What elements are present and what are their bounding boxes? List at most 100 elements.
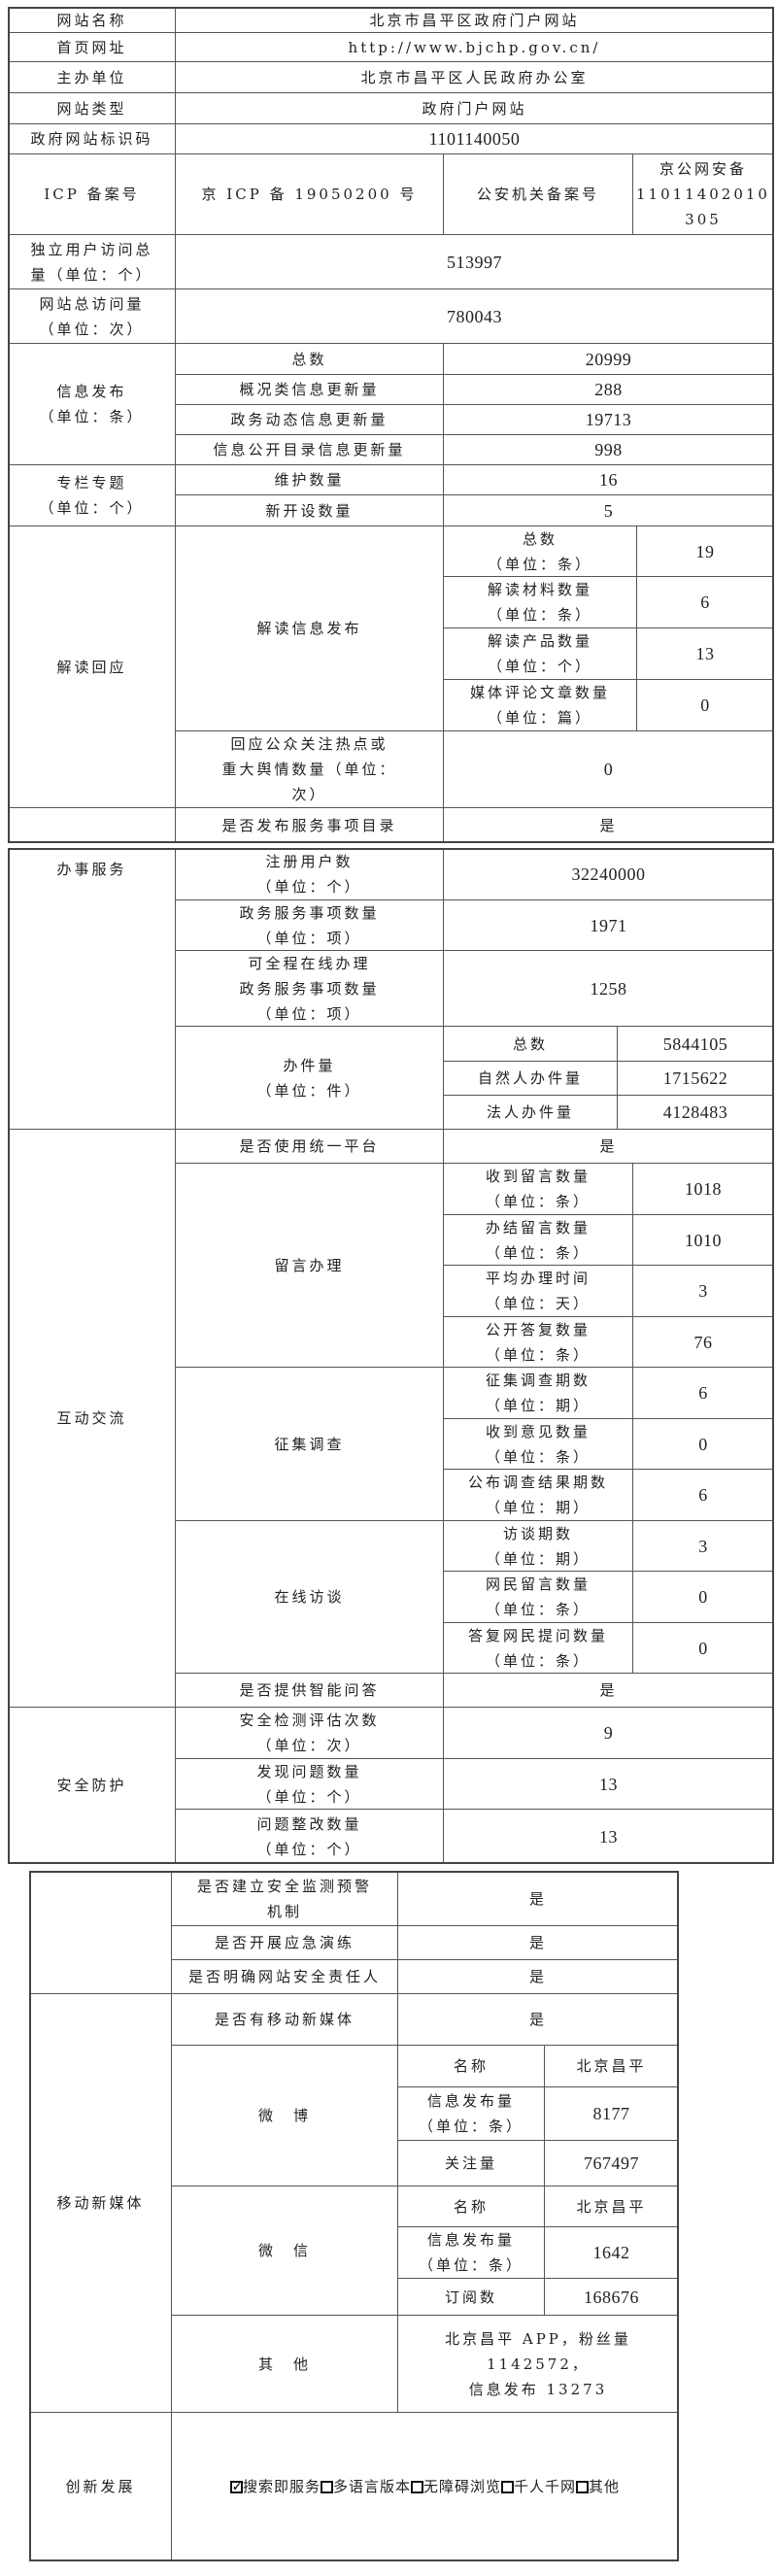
services-row-label: 注册用户数 （单位：个） <box>175 848 444 900</box>
interpretation-publish-label: 解读信息发布 <box>175 525 444 731</box>
services-row-label: 政务服务事项数量 （单位：项） <box>175 899 444 951</box>
messages-row-value: 76 <box>632 1316 774 1368</box>
cases-row-value: 4128483 <box>617 1095 774 1130</box>
innovation-option-label: 其他 <box>589 2478 621 2495</box>
columns-row-label: 新开设数量 <box>175 494 444 526</box>
messages-row-label: 办结留言数量 （单位：条） <box>443 1214 633 1266</box>
cases-row-label: 自然人办件量 <box>443 1061 618 1096</box>
security-row-value: 13 <box>443 1809 774 1864</box>
row-label-homepage: 首页网址 <box>8 32 176 62</box>
info-publish-row-value: 998 <box>443 434 774 465</box>
security-extra-value: 是 <box>397 1925 679 1960</box>
service-catalog-value: 是 <box>443 807 774 843</box>
interviews-row-label: 网民留言数量 （单位：条） <box>443 1571 633 1623</box>
surveys-row-value: 0 <box>632 1418 774 1470</box>
other-media-label: 其 他 <box>171 2315 398 2413</box>
security-extra-label: 是否建立安全监测预警 机制 <box>171 1871 398 1926</box>
info-publish-label: 信息发布 （单位：条） <box>8 343 176 465</box>
security-label: 安全防护 <box>8 1707 176 1864</box>
weibo-row-value: 8177 <box>544 2086 679 2141</box>
messages-row-label: 收到留言数量 （单位：条） <box>443 1163 633 1215</box>
surveys-row-label: 收到意见数量 （单位：条） <box>443 1418 633 1470</box>
interpretation-row-label: 解读产品数量 （单位：个） <box>443 627 637 680</box>
wechat-row-value: 1642 <box>544 2226 679 2279</box>
unified-platform-label: 是否使用统一平台 <box>175 1129 444 1164</box>
interpretation-row-label: 媒体评论文章数量 （单位：篇） <box>443 679 637 731</box>
security-extra-label: 是否开展应急演练 <box>171 1925 398 1960</box>
security-row-value: 9 <box>443 1707 774 1759</box>
row-label-site_type: 网站类型 <box>8 92 176 124</box>
wechat-row-label: 信息发布量 （单位：条） <box>397 2226 545 2279</box>
security-extra-label: 是否明确网站安全责任人 <box>171 1959 398 1994</box>
security-row-value: 13 <box>443 1758 774 1810</box>
info-publish-row-label: 总数 <box>175 343 444 375</box>
interpretation-label: 解读回应 <box>8 525 176 808</box>
security-row-label: 问题整改数量 （单位：个） <box>175 1809 444 1864</box>
police-record-value: 京公网安备 11011402010 305 <box>632 153 774 235</box>
innovation-option-label: 无障碍浏览 <box>422 2478 501 2495</box>
smart-qa-label: 是否提供智能问答 <box>175 1673 444 1708</box>
messages-row-label: 公开答复数量 （单位：条） <box>443 1316 633 1368</box>
messages-row-value: 1010 <box>632 1214 774 1266</box>
cases-row-value: 1715622 <box>617 1061 774 1096</box>
interpretation-row-value: 19 <box>636 525 774 577</box>
empty-cell <box>8 807 176 843</box>
interviews-row-value: 0 <box>632 1622 774 1674</box>
unified-platform-value: 是 <box>443 1129 774 1164</box>
empty-cell <box>29 1871 172 1994</box>
cases-row-label: 法人办件量 <box>443 1095 618 1130</box>
checkbox-checked-icon[interactable]: ✓ <box>229 2479 243 2493</box>
weibo-row-label: 关注量 <box>397 2140 545 2186</box>
services-row-value: 1971 <box>443 899 774 951</box>
innovation-options: ✓ 搜索即服务 多语言版本 无障碍浏览 千人千网 其他 <box>171 2412 679 2561</box>
columns-row-label: 维护数量 <box>175 464 444 495</box>
row-value-sponsor: 北京市昌平区人民政府办公室 <box>175 61 774 93</box>
response-label: 回应公众关注热点或 重大舆情数量（单位： 次） <box>175 730 444 808</box>
unique-visitors-value: 513997 <box>175 234 774 289</box>
checkbox-unchecked-icon[interactable] <box>410 2480 423 2493</box>
interpretation-row-value: 6 <box>636 576 774 628</box>
info-publish-row-label: 信息公开目录信息更新量 <box>175 434 444 465</box>
messages-row-value: 3 <box>632 1265 774 1317</box>
total-visits-value: 780043 <box>175 288 774 344</box>
services-row-value: 1258 <box>443 950 774 1027</box>
new-media-label: 移动新媒体 <box>29 1993 172 2413</box>
police-record-label: 公安机关备案号 <box>443 153 633 235</box>
services-row-value: 32240000 <box>443 848 774 900</box>
surveys-row-value: 6 <box>632 1367 774 1419</box>
services-row-label: 可全程在线办理 政务服务事项数量 （单位：项） <box>175 950 444 1027</box>
info-publish-row-label: 政务动态信息更新量 <box>175 404 444 435</box>
surveys-row-label: 征集调查期数 （单位：期） <box>443 1367 633 1419</box>
innovation-option-label: 搜索即服务 <box>242 2478 321 2495</box>
interaction-label: 互动交流 <box>8 1129 176 1708</box>
checkbox-unchecked-icon[interactable] <box>501 2480 514 2493</box>
wechat-row-value: 168676 <box>544 2278 679 2316</box>
info-publish-row-value: 20999 <box>443 343 774 375</box>
interviews-row-value: 0 <box>632 1571 774 1623</box>
messages-row-value: 1018 <box>632 1163 774 1215</box>
surveys-row-label: 公布调查结果期数 （单位：期） <box>443 1469 633 1521</box>
unique-visitors-label: 独立用户访问总 量（单位：个） <box>8 234 176 289</box>
services-label: 办事服务 <box>8 848 176 1130</box>
innovation-option-label: 千人千网 <box>514 2478 577 2495</box>
other-media-value: 北京昌平 APP，粉丝量 1142572， 信息发布 13273 <box>397 2315 679 2413</box>
smart-qa-value: 是 <box>443 1673 774 1708</box>
info-publish-row-label: 概况类信息更新量 <box>175 374 444 405</box>
security-row-label: 安全检测评估次数 （单位：次） <box>175 1707 444 1759</box>
weibo-row-label: 名称 <box>397 2045 545 2087</box>
has-media-label: 是否有移动新媒体 <box>171 1993 398 2046</box>
checkbox-unchecked-icon[interactable] <box>576 2480 590 2493</box>
wechat-label: 微 信 <box>171 2186 398 2316</box>
info-publish-row-value: 19713 <box>443 404 774 435</box>
weibo-row-value: 北京昌平 <box>544 2045 679 2087</box>
interpretation-row-value: 13 <box>636 627 774 680</box>
security-row-label: 发现问题数量 （单位：个） <box>175 1758 444 1810</box>
innovation-label: 创新发展 <box>29 2412 172 2561</box>
interviews-label: 在线访谈 <box>175 1520 444 1674</box>
checkbox-unchecked-icon[interactable] <box>320 2480 333 2493</box>
cases-row-label: 总数 <box>443 1026 618 1062</box>
response-value: 0 <box>443 730 774 808</box>
row-label-site_name: 网站名称 <box>8 7 176 33</box>
weibo-row-value: 767497 <box>544 2140 679 2186</box>
surveys-label: 征集调查 <box>175 1367 444 1521</box>
